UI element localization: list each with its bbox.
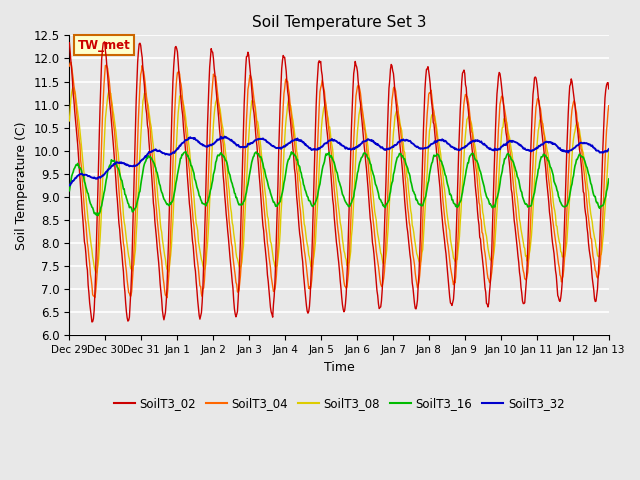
Y-axis label: Soil Temperature (C): Soil Temperature (C) bbox=[15, 121, 28, 250]
X-axis label: Time: Time bbox=[324, 360, 355, 374]
Legend: SoilT3_02, SoilT3_04, SoilT3_08, SoilT3_16, SoilT3_32: SoilT3_02, SoilT3_04, SoilT3_08, SoilT3_… bbox=[109, 392, 569, 415]
Text: TW_met: TW_met bbox=[77, 39, 131, 52]
Title: Soil Temperature Set 3: Soil Temperature Set 3 bbox=[252, 15, 426, 30]
